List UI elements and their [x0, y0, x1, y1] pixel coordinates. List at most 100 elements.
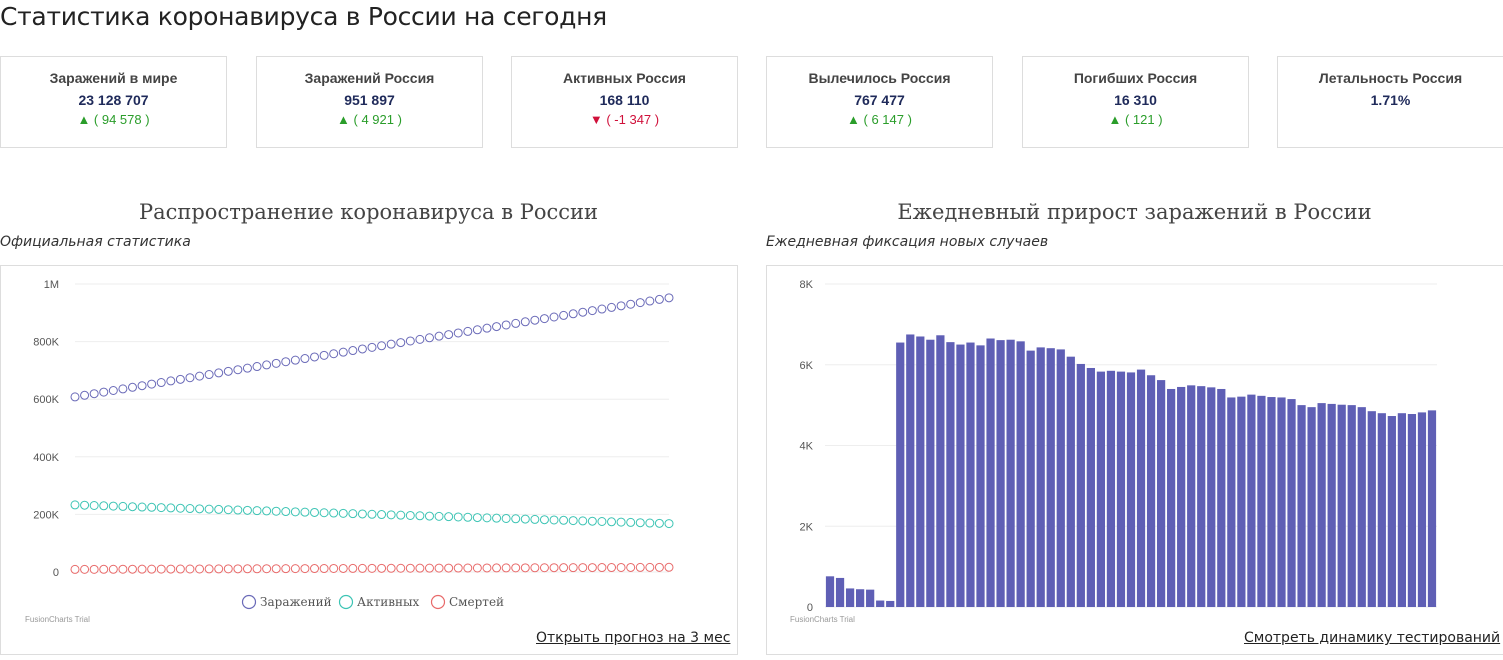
- bar: [1076, 363, 1085, 607]
- stat-value: 23 128 707: [78, 92, 149, 108]
- series-point: [463, 326, 473, 336]
- series-point: [319, 350, 329, 360]
- series-point: [597, 517, 607, 527]
- series-point: [367, 563, 377, 573]
- forecast-link[interactable]: Открыть прогноз на 3 мес: [536, 630, 731, 646]
- daily-chart-panel: 0 2K 4K 6K 8K FusionCharts Trial Смотреть ди…: [766, 265, 1503, 655]
- stat-value: 951 897: [344, 92, 395, 108]
- spread-chart-title: Распространение коронавируса в России: [138, 200, 599, 224]
- series-point: [453, 328, 463, 338]
- series-point: [223, 505, 233, 515]
- series-point: [338, 508, 348, 518]
- series-point: [204, 370, 214, 380]
- series-point: [319, 508, 329, 518]
- bar: [1267, 397, 1276, 607]
- bar: [1257, 395, 1266, 607]
- series-point: [568, 516, 578, 526]
- series-point: [463, 563, 473, 573]
- series-point: [367, 509, 377, 519]
- series-point: [405, 563, 415, 573]
- stat-card-world-cases: Заражений в мире 23 128 707 ▲ ( 94 578 ): [0, 56, 227, 148]
- series-point: [377, 563, 387, 573]
- series-point: [357, 563, 367, 573]
- bar: [1347, 405, 1356, 607]
- series-point: [214, 564, 224, 574]
- testing-dynamics-link[interactable]: Смотреть динамику тестирований: [1244, 630, 1501, 646]
- series-point: [616, 562, 626, 572]
- series-point: [137, 502, 147, 512]
- bar: [1006, 339, 1015, 607]
- series-point: [597, 563, 607, 573]
- bar: [1367, 411, 1376, 607]
- series-point: [185, 564, 195, 574]
- daily-chart-title: Ежедневный прирост заражений в России: [897, 200, 1372, 224]
- legend-marker: [241, 594, 257, 610]
- bar: [1417, 412, 1427, 607]
- series-point: [137, 564, 147, 574]
- series-point: [89, 500, 99, 510]
- series-point: [501, 513, 511, 523]
- legend-marker: [338, 594, 354, 610]
- series-point: [539, 314, 549, 324]
- series-point: [233, 564, 243, 574]
- bar: [866, 589, 875, 607]
- bar: [1036, 347, 1045, 607]
- series-point: [472, 325, 482, 335]
- series-point: [511, 563, 521, 573]
- bar: [966, 342, 975, 607]
- spread-line-chart: 0 200K 400K 600K 800K 1M Заражений Активных Сме…: [25, 279, 674, 624]
- stat-card-russia-deaths: Погибших Россия 16 310 ▲ ( 121 ): [1022, 56, 1249, 148]
- series-point: [492, 513, 502, 523]
- y-tick-label: 2K: [800, 521, 814, 533]
- legend-item[interactable]: Смертей: [449, 595, 504, 609]
- stat-value: 767 477: [854, 92, 905, 108]
- legend-item[interactable]: Заражений: [260, 595, 332, 609]
- series-point: [175, 374, 185, 384]
- y-tick-label: 600K: [33, 394, 59, 406]
- series-point: [319, 564, 329, 574]
- series-point: [482, 563, 492, 573]
- series-point: [616, 517, 626, 527]
- daily-bar-chart: 0 2K 4K 6K 8K FusionCharts Trial: [790, 279, 1437, 624]
- series-point: [415, 511, 425, 521]
- spread-chart-panel: 0 200K 400K 600K 800K 1M Заражений Активных Сме…: [0, 265, 738, 655]
- series-point: [578, 307, 588, 317]
- series-point: [607, 517, 617, 527]
- series-point: [492, 563, 502, 573]
- series-point: [80, 500, 90, 510]
- page-title: Статистика коронавируса в России на сего…: [0, 2, 607, 31]
- bar: [1297, 405, 1306, 607]
- series-point: [348, 346, 358, 356]
- series-point: [424, 333, 434, 343]
- bar: [1247, 394, 1256, 607]
- series-point: [242, 363, 252, 373]
- series-point: [262, 506, 272, 516]
- series-point: [70, 500, 80, 510]
- y-tick-label: 1M: [44, 279, 59, 291]
- bar: [1177, 386, 1186, 607]
- series-point: [463, 512, 473, 522]
- stat-value: 168 110: [599, 92, 650, 108]
- series-point: [195, 371, 205, 381]
- legend-item[interactable]: Активных: [357, 595, 420, 609]
- bar: [1066, 356, 1075, 607]
- series-point: [300, 354, 310, 364]
- stat-card-russia-lethality: Летальность Россия 1.71%: [1277, 56, 1503, 148]
- series-point: [578, 563, 588, 573]
- series-point: [329, 508, 339, 518]
- bar: [1317, 403, 1326, 607]
- series-point: [89, 564, 99, 574]
- series-point: [290, 564, 300, 574]
- series-point: [396, 338, 406, 348]
- series-point: [444, 330, 454, 340]
- bar: [1167, 388, 1176, 607]
- series-point: [482, 513, 492, 523]
- y-tick-label: 0: [807, 602, 813, 614]
- series-point: [520, 563, 530, 573]
- bar: [996, 340, 1005, 607]
- series-point: [281, 564, 291, 574]
- bar: [1026, 350, 1035, 607]
- series-point: [482, 323, 492, 333]
- bar: [1156, 380, 1166, 607]
- y-tick-label: 0: [53, 567, 59, 579]
